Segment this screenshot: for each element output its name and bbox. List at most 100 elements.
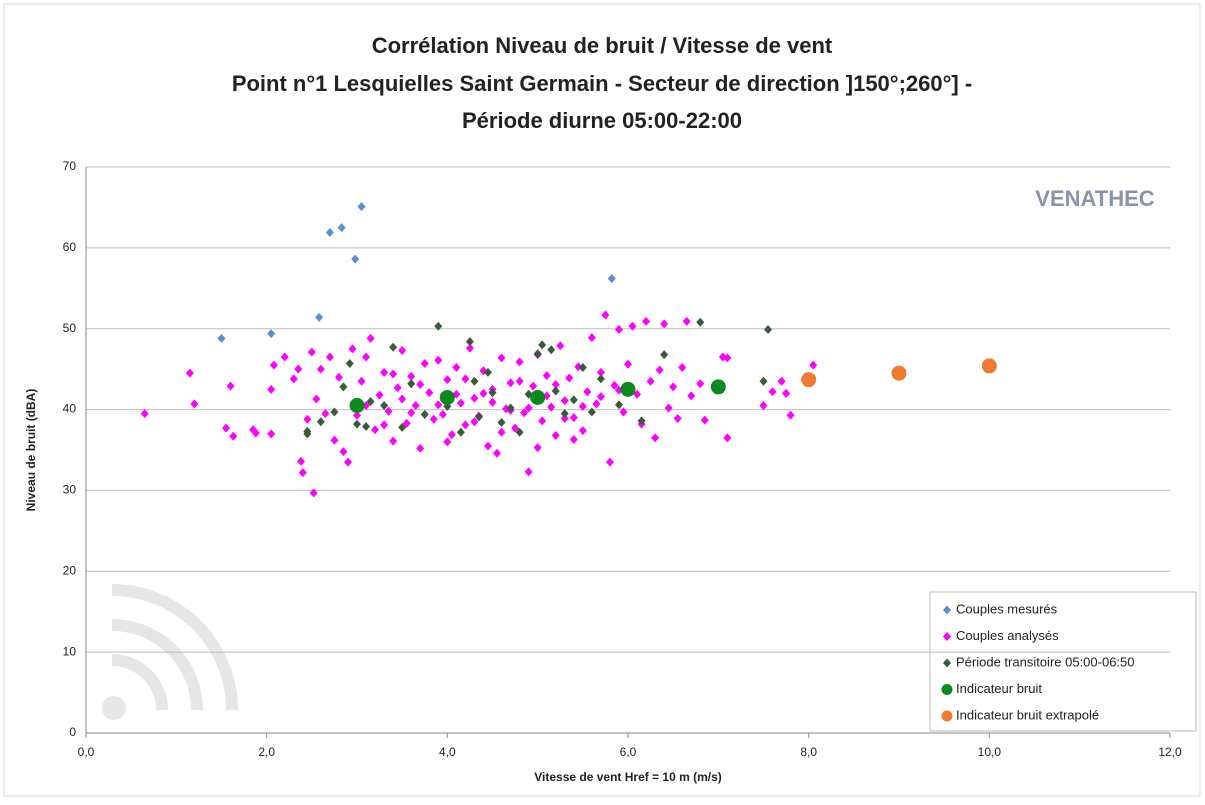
point — [443, 375, 452, 385]
point — [321, 409, 330, 419]
point — [637, 416, 646, 426]
point — [673, 413, 682, 423]
chart-title: Point n°1 Lesquielles Saint Germain - Se… — [232, 71, 972, 96]
point — [351, 254, 360, 264]
point — [569, 395, 578, 405]
point — [334, 372, 343, 382]
point — [393, 383, 402, 393]
point — [425, 388, 434, 398]
point — [542, 371, 551, 381]
point — [298, 468, 307, 478]
point — [267, 329, 276, 339]
series — [349, 379, 726, 414]
point — [345, 358, 354, 368]
point — [619, 407, 628, 417]
point — [515, 357, 524, 367]
point — [366, 333, 375, 343]
point — [506, 378, 515, 388]
legend-label: Couples analysés — [956, 628, 1059, 643]
point — [497, 418, 506, 428]
point — [578, 363, 587, 373]
point — [461, 374, 470, 384]
point — [434, 355, 443, 365]
point — [407, 408, 416, 418]
point — [456, 398, 465, 408]
point — [362, 422, 371, 432]
point — [565, 373, 574, 383]
point — [315, 312, 324, 322]
point — [610, 380, 619, 390]
point — [700, 415, 709, 425]
point — [438, 409, 447, 419]
point — [578, 401, 587, 411]
point — [348, 344, 357, 354]
legend-label: Couples mesurés — [956, 601, 1058, 616]
x-tick-label: 0,0 — [78, 745, 95, 759]
point — [801, 372, 817, 388]
point — [614, 400, 623, 410]
point — [316, 364, 325, 374]
point — [337, 223, 346, 233]
point — [583, 387, 592, 397]
point — [530, 389, 546, 405]
point — [371, 425, 380, 435]
point — [660, 319, 669, 329]
point — [416, 380, 425, 390]
point — [353, 410, 361, 420]
y-tick-label: 50 — [63, 321, 77, 335]
point — [380, 367, 389, 377]
point — [325, 227, 334, 237]
point — [547, 345, 556, 355]
x-tick-label: 6,0 — [620, 745, 637, 759]
point — [551, 386, 560, 396]
point — [782, 388, 791, 398]
x-tick-label: 2,0 — [258, 745, 275, 759]
point — [461, 420, 470, 430]
point — [389, 369, 398, 379]
point — [280, 352, 289, 362]
point — [434, 321, 443, 331]
point — [267, 384, 276, 394]
point — [439, 389, 455, 405]
legend-label: Indicateur bruit — [956, 681, 1042, 696]
point — [140, 409, 149, 419]
point — [389, 436, 398, 446]
point — [488, 397, 497, 407]
y-tick-label: 60 — [63, 240, 77, 254]
point — [646, 376, 655, 386]
point — [497, 353, 506, 363]
point — [601, 310, 610, 320]
point — [289, 374, 298, 384]
point — [316, 417, 325, 427]
point — [723, 433, 732, 443]
point — [465, 337, 474, 347]
point — [943, 658, 951, 668]
point — [389, 342, 398, 352]
point — [664, 403, 673, 413]
point — [479, 388, 488, 398]
point — [943, 632, 951, 641]
point — [620, 381, 636, 397]
point — [470, 417, 479, 427]
point — [723, 353, 732, 363]
point — [294, 364, 303, 374]
point — [452, 363, 461, 373]
point — [981, 358, 997, 374]
point — [786, 410, 795, 420]
point — [185, 368, 194, 378]
point — [520, 408, 529, 418]
point — [488, 388, 497, 398]
point — [443, 437, 452, 447]
point — [380, 401, 389, 411]
point — [357, 202, 366, 212]
point — [375, 390, 384, 400]
point — [362, 352, 371, 362]
point — [596, 392, 605, 402]
point — [651, 433, 660, 443]
point — [614, 325, 623, 335]
y-tick-label: 20 — [63, 563, 77, 577]
point — [660, 350, 669, 360]
point — [474, 412, 483, 422]
point — [366, 396, 375, 406]
